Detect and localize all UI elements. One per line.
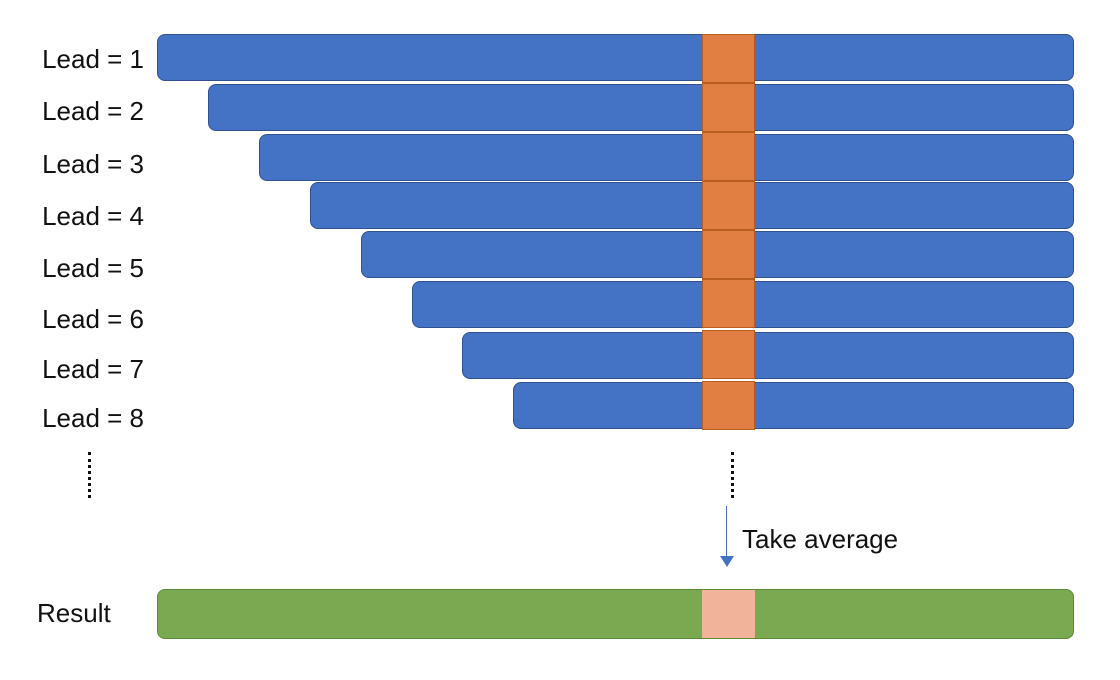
lead-label-3: Lead = 3	[42, 149, 144, 179]
average-arrow-line	[726, 506, 727, 558]
highlight-cell-6	[702, 279, 755, 328]
lead-bar-3	[259, 134, 1074, 181]
lead-bar-1	[157, 34, 1074, 81]
result-highlight-cell	[702, 590, 755, 638]
arrow-down-icon	[720, 556, 734, 567]
lead-label-2: Lead = 2	[42, 96, 144, 126]
highlight-cell-5	[702, 230, 755, 279]
highlight-cell-7	[702, 330, 755, 379]
continuation-dots-labels	[88, 452, 95, 498]
lead-bar-2	[208, 84, 1074, 131]
lead-bar-7	[462, 332, 1074, 379]
lead-label-4: Lead = 4	[42, 201, 144, 231]
result-label: Result	[37, 598, 111, 628]
highlight-cell-3	[702, 132, 755, 181]
lead-label-5: Lead = 5	[42, 253, 144, 283]
highlight-cell-1	[702, 34, 755, 83]
lead-label-8: Lead = 8	[42, 403, 144, 433]
continuation-dots-column	[731, 452, 738, 498]
take-average-label: Take average	[742, 524, 899, 554]
highlight-cell-2	[702, 83, 755, 132]
result-bar	[157, 589, 1074, 639]
lead-label-6: Lead = 6	[42, 304, 144, 334]
lead-bar-8	[513, 382, 1074, 429]
highlight-cell-8	[702, 381, 755, 430]
lead-bar-4	[310, 182, 1074, 229]
highlight-cell-4	[702, 181, 755, 230]
lead-label-1: Lead = 1	[42, 44, 144, 74]
lead-label-7: Lead = 7	[42, 354, 144, 384]
